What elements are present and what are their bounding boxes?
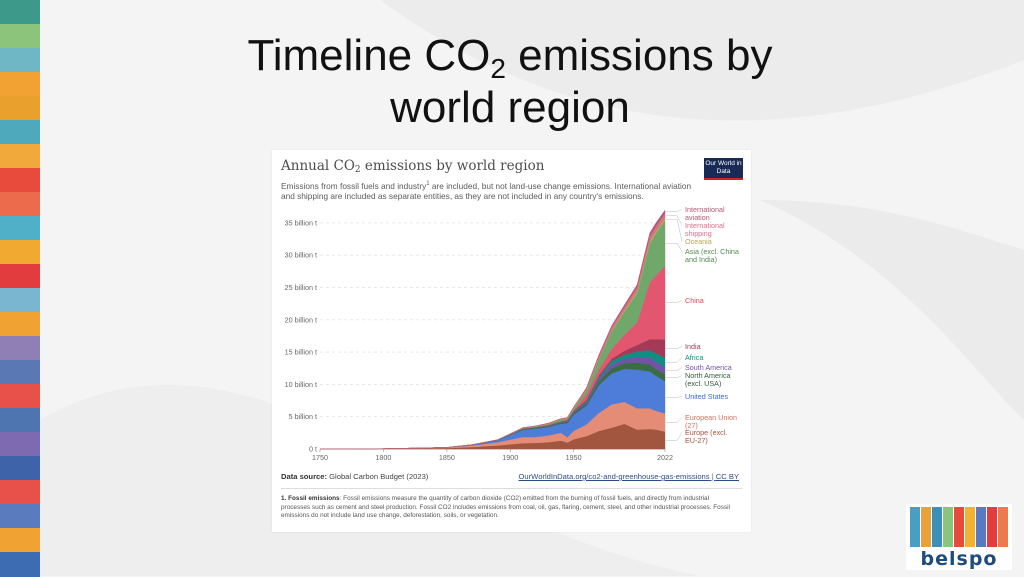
legend-label: International bbox=[685, 205, 725, 214]
legend-connector bbox=[666, 215, 683, 226]
y-tick-label: 0 t bbox=[309, 445, 317, 454]
stripe-segment bbox=[0, 336, 40, 361]
y-tick-label: 20 billion t bbox=[285, 315, 317, 324]
y-tick-label: 30 billion t bbox=[285, 251, 317, 260]
chart-subtitle: Emissions from fossil fuels and industry… bbox=[281, 180, 692, 202]
legend-label: EU-27) bbox=[685, 436, 708, 445]
logo-bar bbox=[943, 507, 953, 547]
x-tick-label: 1900 bbox=[502, 453, 518, 462]
decorative-color-stripe bbox=[0, 0, 40, 577]
x-tick-label: 1850 bbox=[439, 453, 455, 462]
logo-bar bbox=[921, 507, 931, 547]
legend-label: Europe (excl. bbox=[685, 428, 727, 437]
stripe-segment bbox=[0, 96, 40, 121]
stripe-segment bbox=[0, 312, 40, 337]
legend-label: North America bbox=[685, 371, 731, 380]
stripe-segment bbox=[0, 408, 40, 433]
license-link[interactable]: CC BY bbox=[715, 472, 739, 481]
footer-divider bbox=[281, 488, 742, 489]
chart-panel: Annual CO2 emissions by world region Emi… bbox=[272, 150, 751, 532]
legend-connector bbox=[666, 300, 683, 303]
y-tick-label: 15 billion t bbox=[285, 348, 317, 357]
stripe-segment bbox=[0, 456, 40, 481]
stripe-segment bbox=[0, 48, 40, 73]
x-tick-label: 2022 bbox=[657, 453, 673, 462]
legend-label: (excl. USA) bbox=[685, 379, 721, 388]
legend-label: Oceania bbox=[685, 237, 712, 246]
logo-bar bbox=[987, 507, 997, 547]
stripe-segment bbox=[0, 120, 40, 145]
legend-connector bbox=[666, 432, 683, 441]
stripe-segment bbox=[0, 216, 40, 241]
legend-label: India bbox=[685, 342, 701, 351]
y-tick-label: 10 billion t bbox=[285, 380, 317, 389]
slide-title: Timeline CO2 emissions by world region bbox=[247, 31, 773, 132]
logo-bar bbox=[976, 507, 986, 547]
owid-logo: Our World in Data bbox=[704, 158, 743, 180]
logo-bar bbox=[954, 507, 964, 547]
legend-label: Asia (excl. China bbox=[685, 247, 739, 256]
stripe-segment bbox=[0, 552, 40, 577]
legend-label: European Union bbox=[685, 413, 737, 422]
legend-connector bbox=[666, 219, 683, 242]
legend-connector bbox=[666, 375, 683, 378]
stripe-segment bbox=[0, 360, 40, 385]
x-tick-label: 1800 bbox=[375, 453, 391, 462]
stripe-segment bbox=[0, 0, 40, 25]
legend-connector bbox=[666, 243, 683, 252]
stripe-segment bbox=[0, 432, 40, 457]
source-link[interactable]: OurWorldInData.org/co2-and-greenhouse-ga… bbox=[518, 472, 740, 481]
stripe-segment bbox=[0, 480, 40, 505]
legend-label: United States bbox=[685, 392, 729, 401]
x-tick-label: 1950 bbox=[566, 453, 582, 462]
stripe-segment bbox=[0, 528, 40, 553]
legend-connector bbox=[666, 367, 683, 371]
legend-connector bbox=[666, 417, 683, 423]
belspo-logo: belspo bbox=[906, 504, 1012, 570]
footnote: 1. Fossil emissions: Fossil emissions me… bbox=[281, 495, 730, 520]
legend-label: Africa bbox=[685, 353, 703, 362]
logo-bar bbox=[932, 507, 942, 547]
legend-label: International bbox=[685, 221, 725, 230]
y-tick-label: 35 billion t bbox=[285, 218, 317, 227]
legend-connector bbox=[666, 357, 683, 363]
stripe-segment bbox=[0, 24, 40, 49]
legend-connector bbox=[666, 396, 683, 398]
stacked-area-chart: 0 t 5 billion t 10 billion t 15 billion t 20… bbox=[285, 205, 739, 462]
legend-connector bbox=[666, 209, 683, 212]
legend-label: China bbox=[685, 296, 704, 305]
data-source: Data source: Global Carbon Budget (2023) bbox=[281, 472, 429, 481]
stripe-segment bbox=[0, 192, 40, 217]
legend-label: (27) bbox=[685, 421, 698, 430]
logo-bars bbox=[910, 507, 1008, 547]
legend-connector bbox=[666, 346, 683, 349]
area-series bbox=[319, 209, 666, 450]
logo-bar bbox=[965, 507, 975, 547]
stripe-segment bbox=[0, 264, 40, 289]
legend-label: shipping bbox=[685, 229, 712, 238]
legend-label: South America bbox=[685, 363, 732, 372]
legend-label: aviation bbox=[685, 213, 710, 222]
stripe-segment bbox=[0, 288, 40, 313]
stripe-segment bbox=[0, 168, 40, 193]
stripe-segment bbox=[0, 144, 40, 169]
stripe-segment bbox=[0, 240, 40, 265]
stripe-segment bbox=[0, 72, 40, 97]
stripe-segment bbox=[0, 504, 40, 529]
stripe-segment bbox=[0, 384, 40, 409]
y-tick-label: 25 billion t bbox=[285, 283, 317, 292]
legend-label: and India) bbox=[685, 255, 717, 264]
chart-title: Annual CO2 emissions by world region bbox=[281, 158, 545, 175]
y-tick-label: 5 billion t bbox=[289, 412, 317, 421]
logo-bar bbox=[998, 507, 1008, 547]
logo-bar bbox=[910, 507, 920, 547]
logo-text: belspo bbox=[920, 548, 998, 570]
x-tick-label: 1750 bbox=[312, 453, 328, 462]
